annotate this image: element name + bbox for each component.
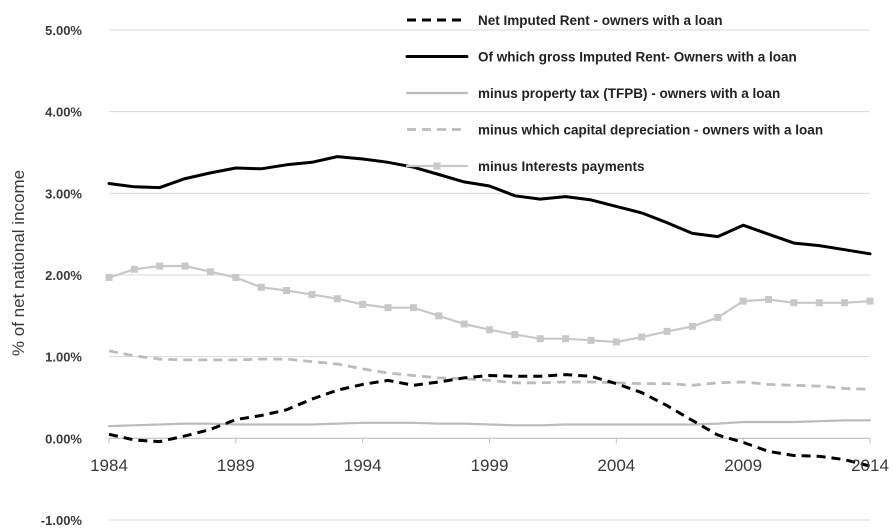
- data-point: [866, 297, 874, 305]
- data-point: [206, 268, 214, 276]
- data-point: [105, 273, 113, 281]
- data-point: [663, 327, 671, 335]
- y-tick-label: 1.00%: [45, 350, 82, 365]
- y-tick-label: 5.00%: [45, 23, 82, 38]
- data-point: [612, 338, 620, 346]
- data-point: [638, 333, 646, 341]
- x-tick-label: 2009: [724, 456, 762, 475]
- legend-label: minus property tax (TFPB) - owners with …: [478, 86, 780, 101]
- series-1: [108, 373, 871, 468]
- series-line: [107, 419, 872, 428]
- x-tick-label: 1989: [217, 456, 255, 475]
- legend-label: minus Interests payments: [478, 159, 645, 174]
- x-tick-label: 2004: [597, 456, 635, 475]
- data-point: [536, 335, 544, 343]
- data-point: [739, 297, 747, 305]
- series-3: [107, 419, 872, 428]
- legend-item: minus which capital depreciation - owner…: [407, 123, 823, 138]
- data-point: [435, 312, 443, 320]
- data-point: [790, 299, 798, 307]
- legend-label: Net Imputed Rent - owners with a loan: [478, 13, 723, 28]
- data-point: [156, 262, 164, 270]
- data-point: [765, 296, 773, 303]
- legend-item: Net Imputed Rent - owners with a loan: [407, 13, 723, 28]
- data-point: [283, 287, 291, 295]
- data-point: [232, 273, 240, 281]
- legend-item: Of which gross Imputed Rent- Owners with…: [405, 50, 797, 65]
- data-point: [181, 262, 189, 270]
- data-point: [409, 304, 417, 312]
- series-line: [107, 155, 872, 256]
- y-tick-label: 0.00%: [45, 431, 82, 446]
- x-tick-label: 1999: [471, 456, 509, 475]
- data-point: [384, 304, 392, 312]
- data-point: [333, 295, 341, 303]
- x-tick-label: 1984: [90, 456, 128, 475]
- data-point: [511, 331, 519, 339]
- legend-marker: [433, 162, 441, 170]
- legend-item: minus Interests payments: [405, 159, 645, 174]
- data-point: [815, 299, 823, 307]
- data-point: [486, 326, 493, 334]
- series-5: [105, 262, 874, 346]
- data-point: [688, 322, 696, 330]
- legend-label: Of which gross Imputed Rent- Owners with…: [478, 50, 797, 65]
- y-tick-label: 4.00%: [45, 105, 82, 120]
- legend-label: minus which capital depreciation - owner…: [478, 123, 823, 138]
- legend: Net Imputed Rent - owners with a loan Of …: [405, 13, 823, 174]
- series-line: [108, 349, 871, 391]
- y-axis-title: % of net national income: [9, 170, 28, 356]
- data-point: [587, 336, 595, 344]
- y-axis-ticks: -1.00% 0.00% 1.00% 2.00% 3.00% 4.00% 5.00%: [41, 23, 83, 528]
- data-point: [308, 291, 316, 299]
- y-tick-label: -1.00%: [41, 513, 83, 528]
- data-point: [130, 265, 138, 273]
- series-2: [107, 155, 872, 256]
- data-point: [257, 283, 265, 291]
- data-point: [562, 335, 570, 343]
- y-tick-label: 2.00%: [45, 268, 82, 283]
- data-point: [359, 300, 367, 308]
- x-tick-label: 1994: [344, 456, 382, 475]
- data-point: [714, 313, 722, 321]
- data-point: [460, 320, 468, 328]
- y-tick-label: 3.00%: [45, 186, 82, 201]
- x-axis-ticks: 1984 1989 1994 1999 2004 2009 2014: [90, 438, 889, 475]
- data-point: [841, 299, 849, 307]
- series-line: [108, 373, 871, 468]
- series-lines: [105, 155, 874, 468]
- legend-item: minus property tax (TFPB) - owners with …: [405, 86, 780, 101]
- x-tick-label: 2014: [851, 456, 889, 475]
- series-4: [108, 349, 871, 391]
